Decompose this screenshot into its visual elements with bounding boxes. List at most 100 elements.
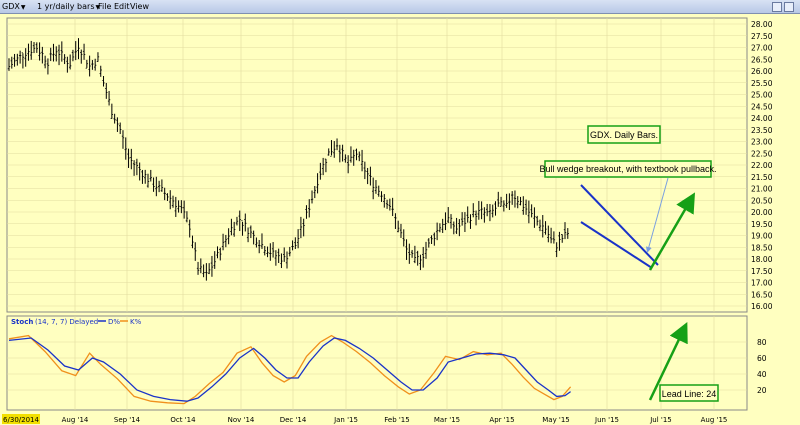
legend-k: K% xyxy=(130,318,142,326)
ohlc-bar xyxy=(10,56,13,69)
ohlc-bar xyxy=(355,148,358,161)
ohlc-bar xyxy=(177,200,180,213)
stoch-axis: 20 40 60 80 xyxy=(757,338,767,395)
ohlc-bar xyxy=(549,227,553,244)
menu-edit[interactable]: Edit xyxy=(114,2,130,11)
stoch-params: (14, 7, 7) Delayed xyxy=(35,318,98,326)
ohlc-bar xyxy=(552,231,556,244)
pullback-pointer xyxy=(645,177,669,253)
date-tick-label: Aug '15 xyxy=(701,416,728,424)
lead-line-label: Lead Line: 24 xyxy=(662,389,717,399)
ohlc-bar xyxy=(180,200,183,214)
date-tick-label: Oct '14 xyxy=(170,416,196,424)
ohlc-bar xyxy=(480,201,483,220)
ohlc-bar xyxy=(277,248,280,264)
ohlc-bar xyxy=(316,173,319,194)
ohlc-bar xyxy=(113,113,116,124)
ohlc-bar xyxy=(32,42,36,54)
ohlc-bar xyxy=(497,191,500,207)
chevron-down-icon: ▼ xyxy=(20,4,26,11)
ohlc-bar xyxy=(144,169,147,184)
stoch-series-D xyxy=(8,337,571,402)
ohlc-bar xyxy=(321,157,325,176)
menu-file[interactable]: File xyxy=(98,2,112,11)
symbol-dropdown[interactable]: GDX▼ xyxy=(2,0,25,14)
stoch-legend: Stoch (14, 7, 7) Delayed D% K% xyxy=(11,318,142,326)
ohlc-bar xyxy=(41,46,44,64)
ohlc-bar xyxy=(422,246,425,268)
date-tick-label: Sep '14 xyxy=(114,416,141,424)
ohlc-bar xyxy=(466,206,469,223)
ohlc-bar xyxy=(91,60,94,70)
ohlc-bar xyxy=(563,222,567,240)
stoch-title: Stoch xyxy=(11,318,33,326)
ohlc-bar xyxy=(408,243,411,264)
ohlc-bar xyxy=(313,186,316,199)
ohlc-bar xyxy=(166,193,169,201)
ohlc-bar xyxy=(127,148,130,168)
ohlc-bar xyxy=(358,151,361,162)
ohlc-bar xyxy=(191,235,194,249)
price-tick-label: 27.00 xyxy=(751,44,773,53)
wedge-annotation-box: Bull wedge breakout, with textbook pullb… xyxy=(539,160,717,178)
ohlc-bar xyxy=(21,52,25,69)
ohlc-bar xyxy=(477,200,481,220)
ohlc-bar xyxy=(124,137,127,160)
ohlc-bar xyxy=(174,196,177,217)
symbol-label: GDX xyxy=(2,2,20,11)
date-tick-label: Apr '15 xyxy=(489,416,514,424)
ohlc-bar xyxy=(246,227,250,243)
ohlc-bar xyxy=(402,229,405,247)
ohlc-bar xyxy=(536,215,539,226)
stoch-grid xyxy=(6,315,748,411)
ohlc-bar xyxy=(544,221,547,235)
date-tick-label: Feb '15 xyxy=(384,416,409,424)
ohlc-bar xyxy=(397,220,400,233)
ohlc-bar xyxy=(458,219,461,237)
minimize-icon[interactable] xyxy=(772,2,782,12)
ohlc-bar xyxy=(371,177,375,200)
ohlc-bar xyxy=(171,195,175,208)
ohlc-bar xyxy=(38,42,41,61)
ohlc-bar xyxy=(202,264,205,278)
ohlc-bar xyxy=(449,214,453,229)
stoch-tick-label: 20 xyxy=(757,386,767,395)
ohlc-bar xyxy=(196,261,200,275)
ohlc-bar xyxy=(341,144,344,162)
price-tick-label: 17.00 xyxy=(751,279,773,288)
ohlc-bar xyxy=(16,53,19,66)
price-tick-label: 24.00 xyxy=(751,114,773,123)
ohlc-bar xyxy=(107,90,111,106)
stoch-lines xyxy=(8,334,572,405)
close-icon[interactable] xyxy=(784,2,794,12)
menu-view[interactable]: View xyxy=(130,2,149,11)
date-tick-label: Mar '15 xyxy=(434,416,460,424)
ohlc-bar xyxy=(346,155,350,174)
ohlc-bar xyxy=(96,52,100,62)
chart-toolbar: GDX▼ 1 yr/daily bars▼ File Edit View xyxy=(0,0,800,14)
ohlc-bar xyxy=(483,207,486,223)
ohlc-bar xyxy=(135,158,139,176)
ohlc-bar xyxy=(558,231,561,251)
ohlc-bar xyxy=(224,234,228,248)
ohlc-bar xyxy=(319,162,322,180)
ohlc-bar xyxy=(447,207,450,224)
ohlc-bar xyxy=(413,245,417,264)
ohlc-bar xyxy=(308,199,311,218)
ohlc-bar xyxy=(460,212,464,226)
ohlc-bar xyxy=(99,65,102,77)
period-dropdown[interactable]: 1 yr/daily bars▼ xyxy=(37,0,100,14)
ohlc-bar xyxy=(80,49,83,64)
price-tick-label: 20.50 xyxy=(751,196,773,205)
ohlc-bar xyxy=(230,218,233,236)
ohlc-bar xyxy=(49,47,52,62)
ohlc-bar xyxy=(377,185,380,197)
price-tick-label: 27.50 xyxy=(751,32,773,41)
ohlc-bar xyxy=(57,44,61,66)
stoch-panel xyxy=(6,315,748,411)
ohlc-bar xyxy=(330,140,333,157)
ohlc-bar xyxy=(188,219,191,238)
ohlc-bar xyxy=(463,212,467,233)
price-tick-label: 18.50 xyxy=(751,243,773,252)
